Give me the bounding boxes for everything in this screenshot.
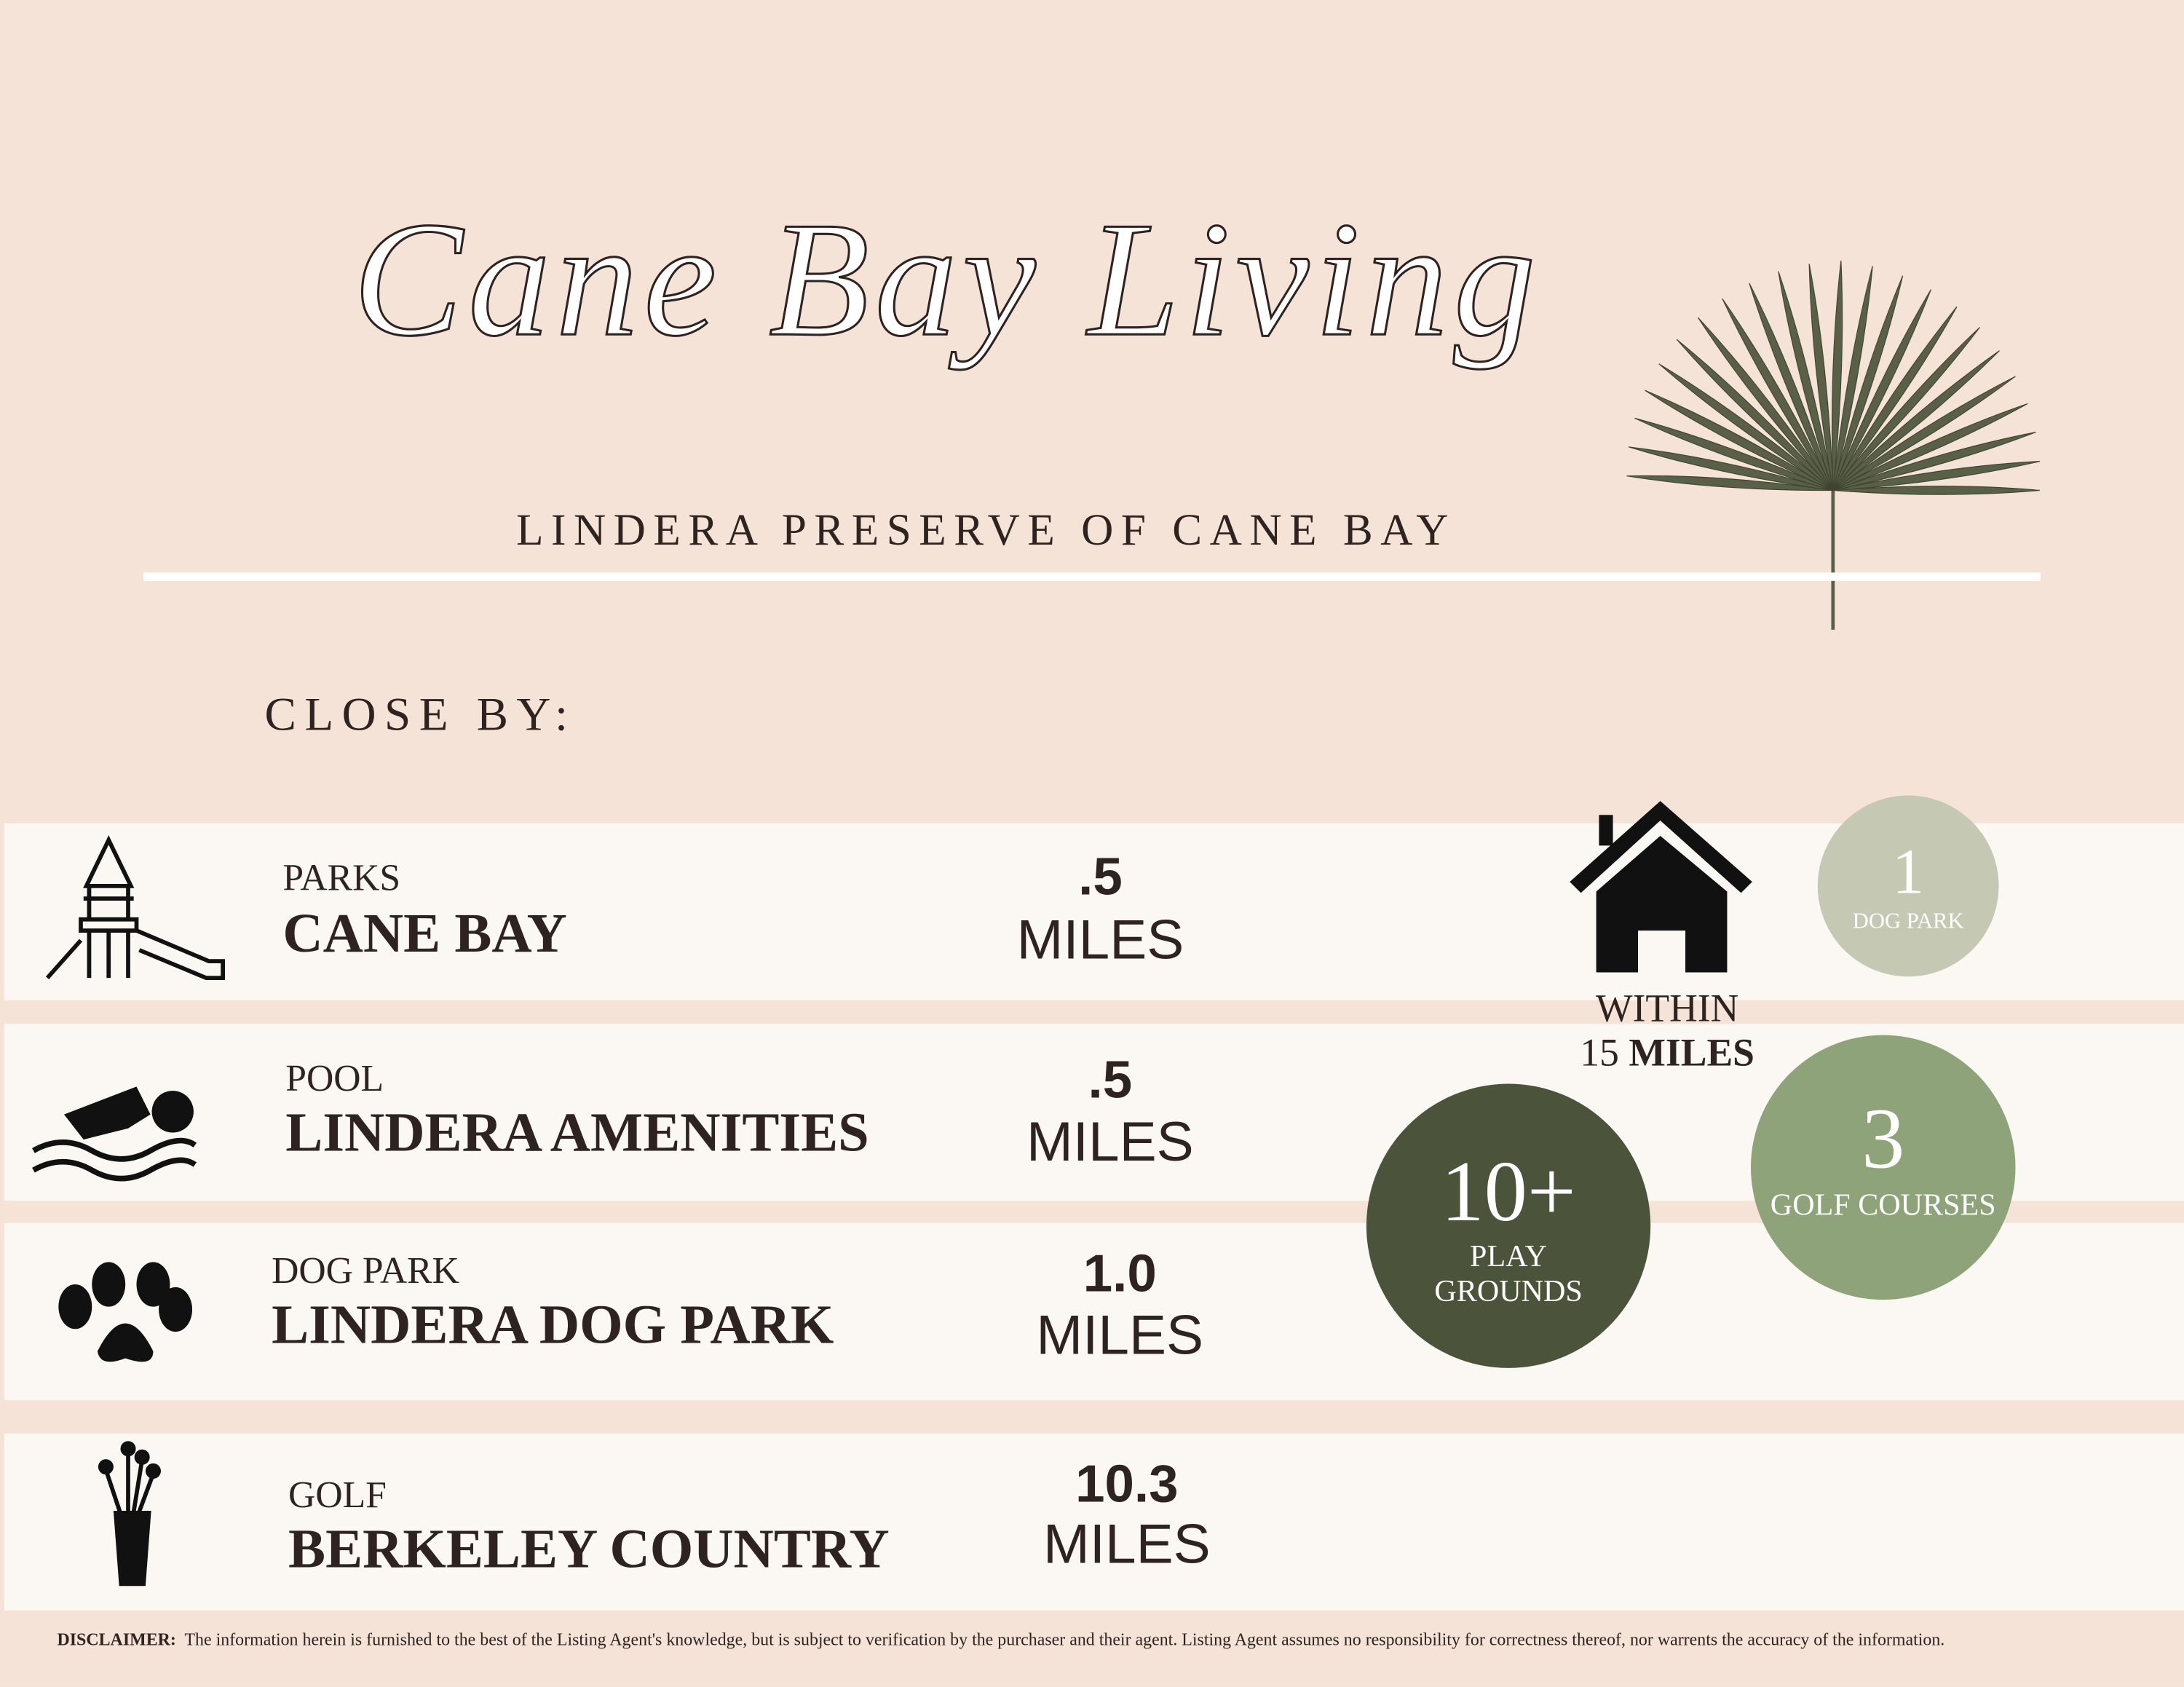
palm-leaflet: [1626, 475, 1833, 491]
disclaimer: DISCLAIMER: The information herein is fu…: [57, 1630, 2062, 1651]
golf-bag-icon: [98, 1441, 161, 1587]
palm-leaflet: [1832, 266, 1873, 491]
playground-icon: [45, 835, 225, 980]
row-name: BERKELEY COUNTRY: [288, 1517, 890, 1579]
palm-leaflet: [1634, 417, 1834, 491]
palm-leaflet: [1832, 289, 1932, 491]
disclaimer-box: DISCLAIMER: The information herein is fu…: [57, 1630, 2062, 1651]
subtitle: LINDERA PRESERVE OF CANE BAY: [516, 505, 1456, 555]
within-label: WITHIN: [1596, 986, 1738, 1030]
palm-leaflet: [1831, 260, 1843, 491]
row-unit: MILES: [1036, 1305, 1203, 1367]
row-category: DOG PARK: [272, 1250, 459, 1292]
palm-leaflet: [1832, 460, 2041, 491]
section-title: CLOSE BY:: [265, 689, 577, 741]
row-name: LINDERA AMENITIES: [285, 1101, 869, 1163]
stat-circle: [1366, 1083, 1651, 1368]
row-unit: MILES: [1017, 909, 1184, 971]
palm-leaflet: [1808, 264, 1834, 491]
within-distance: 15 MILES: [1580, 1031, 1754, 1075]
row-unit: MILES: [1043, 1514, 1211, 1576]
stat-label: GROUNDS: [1434, 1274, 1582, 1308]
palm-leaflet: [1628, 446, 1834, 491]
disclaimer-text: The information herein is furnished to t…: [184, 1629, 1945, 1650]
disclaimer-label: DISCLAIMER:: [57, 1629, 176, 1650]
row-distance: 10.3: [1075, 1455, 1178, 1514]
palm-leaflet: [1676, 339, 1834, 491]
palm-leaflet: [1749, 283, 1834, 491]
palm-leaflet: [1832, 403, 2028, 491]
palm-leaflet: [1645, 390, 1834, 491]
row-category: PARKS: [282, 858, 400, 899]
row-name: CANE BAY: [282, 902, 566, 964]
palm-leaflet: [1832, 327, 1980, 491]
palm-leaflet: [1697, 317, 1834, 491]
row-unit: MILES: [1026, 1111, 1194, 1173]
stat-value: 10+: [1441, 1143, 1576, 1239]
palm-leaflet: [1832, 306, 1958, 491]
within-unit: MILES: [1629, 1031, 1754, 1075]
stat-label: GOLF COURSES: [1770, 1188, 1996, 1222]
swimmer-icon: [32, 1086, 197, 1182]
palm-leaflet: [1832, 486, 2041, 495]
divider: [143, 572, 2041, 581]
title: Cane Bay Living: [353, 188, 1541, 370]
stat-circle: [1750, 1035, 2016, 1300]
row-distance: 1.0: [1083, 1244, 1157, 1303]
stat-value: 3: [1861, 1090, 1904, 1186]
palm-leaflet: [1832, 376, 2016, 491]
palm-leaflet: [1832, 432, 2036, 491]
row-category: POOL: [285, 1058, 384, 1099]
palm-leaflet: [1832, 350, 2000, 491]
house-icon: [1570, 801, 1752, 973]
paw-icon: [58, 1262, 193, 1362]
row-distance: .5: [1088, 1051, 1133, 1110]
palm-leaflet: [1722, 298, 1834, 491]
palm-leaflet: [1778, 271, 1834, 491]
row-background: [4, 823, 2184, 1000]
palm-leaf: [1626, 260, 2041, 630]
palm-leaflet: [1658, 363, 1834, 491]
stat-label: PLAY: [1470, 1239, 1547, 1273]
row-category: GOLF: [288, 1474, 387, 1516]
row-name: LINDERA DOG PARK: [272, 1293, 834, 1355]
palm-leaflet: [1832, 275, 1904, 491]
stat-circle: [1817, 795, 1999, 977]
stat-value: 1: [1892, 837, 1924, 907]
row-background: [4, 1433, 2184, 1611]
stat-label: DOG PARK: [1853, 908, 1964, 933]
within-number: 15: [1580, 1031, 1619, 1075]
row-distance: .5: [1078, 847, 1123, 906]
